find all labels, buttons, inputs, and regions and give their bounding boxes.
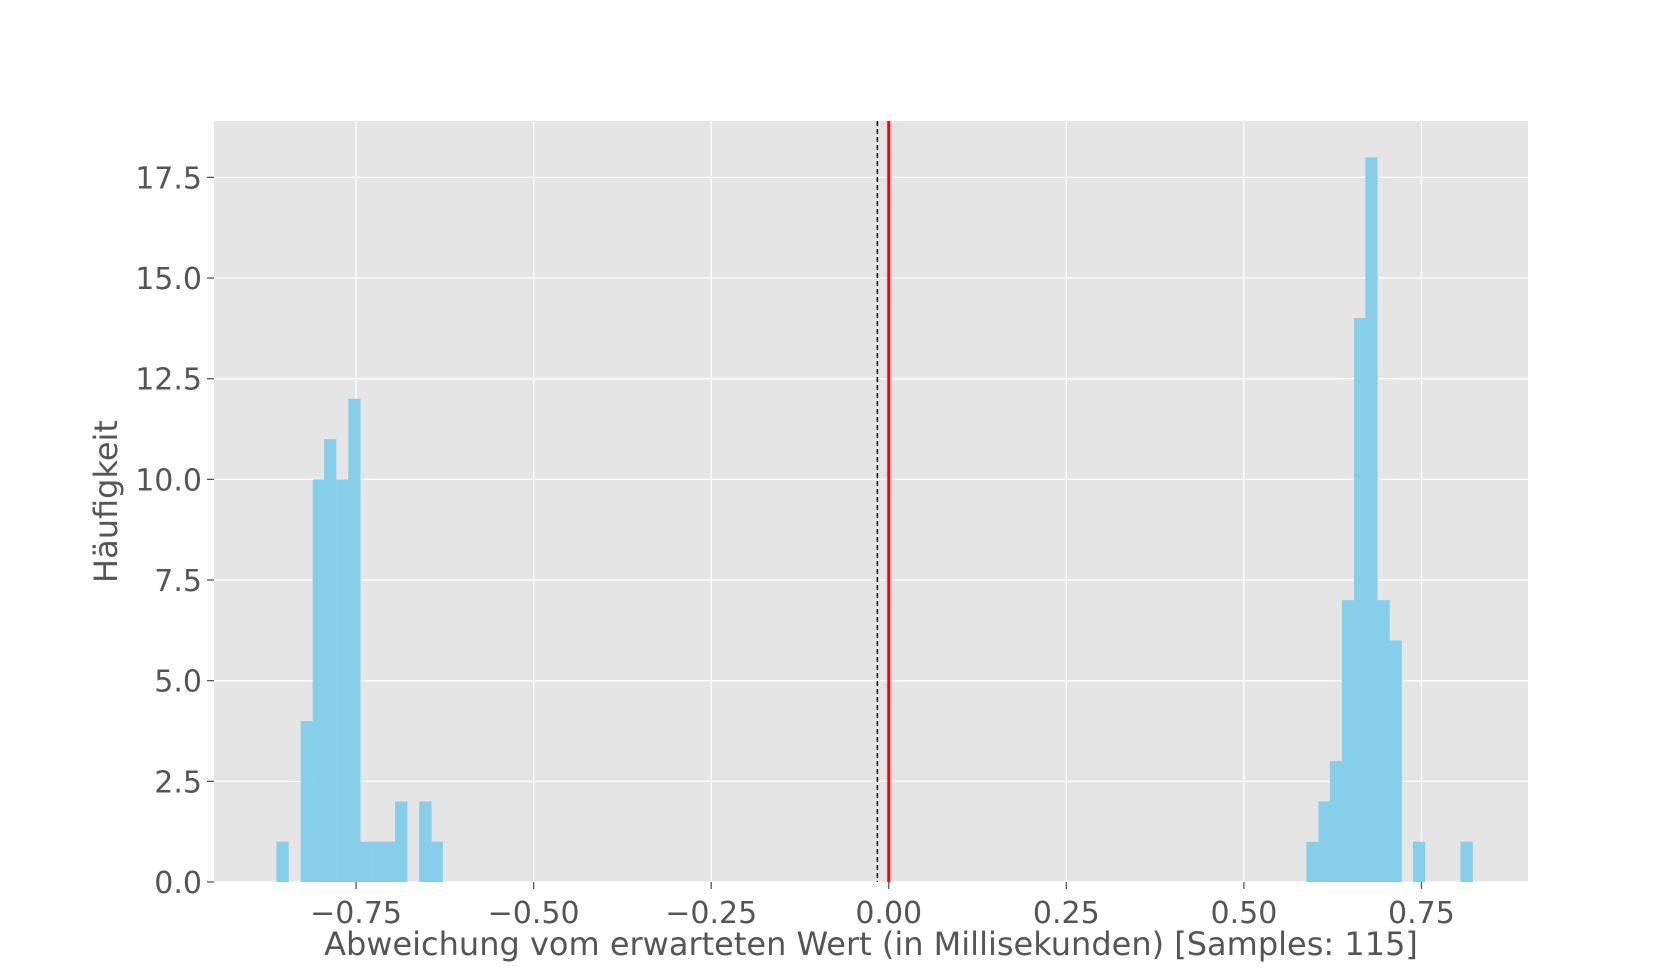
histogram-bar (1329, 761, 1343, 882)
histogram-bar (324, 439, 337, 882)
y-tick-label: 5.0 (154, 665, 202, 700)
histogram-bar (1365, 157, 1378, 882)
x-axis-label: Abweichung vom erwarteten Wert (in Milli… (324, 925, 1418, 963)
x-tick-label: −0.50 (488, 896, 580, 931)
x-tick-label: −0.25 (665, 896, 757, 931)
histogram-bar (395, 801, 408, 882)
y-tick-label: 2.5 (154, 765, 202, 800)
y-tick-label: 10.0 (135, 463, 202, 498)
histogram-bars (276, 157, 1473, 883)
x-tick-label: 0.75 (1388, 896, 1455, 931)
histogram-bar (1389, 640, 1402, 882)
histogram-bar (359, 841, 372, 882)
histogram-bar (1412, 841, 1426, 882)
histogram-bar (1318, 801, 1331, 882)
histogram-bar (348, 398, 361, 882)
histogram-bar (419, 801, 432, 882)
x-tick-label: −0.75 (310, 896, 402, 931)
histogram-bar (430, 841, 443, 882)
x-tick-label: 0.50 (1210, 896, 1277, 931)
histogram-bar (312, 479, 325, 882)
histogram-bar (1306, 841, 1319, 882)
histogram-bar (300, 720, 313, 882)
y-tick-label: 12.5 (135, 363, 202, 398)
histogram-bar (1460, 841, 1473, 882)
y-axis-ticks: 0.0 2.5 5.0 7.5 10.0 12.5 15.0 17.5 (135, 161, 214, 901)
histogram-bar (1353, 318, 1367, 883)
histogram-bar (336, 479, 349, 882)
y-tick-label: 15.0 (135, 262, 202, 297)
plot-area (214, 121, 1528, 882)
x-tick-label: 0.25 (1033, 896, 1100, 931)
histogram-bar (383, 841, 397, 882)
x-axis-ticks: −0.75 −0.50 −0.25 0.00 0.25 0.50 0.75 (310, 882, 1455, 931)
reference-lines (876, 121, 891, 882)
y-tick-label: 17.5 (135, 161, 202, 196)
y-tick-label: 7.5 (154, 564, 202, 599)
x-tick-label: 0.00 (855, 896, 922, 931)
histogram-bar (1377, 600, 1390, 882)
histogram-bar (1341, 600, 1355, 882)
histogram-bar (371, 841, 384, 882)
y-axis-label: Häufigkeit (87, 420, 125, 583)
histogram-bar (276, 841, 289, 882)
y-tick-label: 0.0 (154, 866, 202, 901)
